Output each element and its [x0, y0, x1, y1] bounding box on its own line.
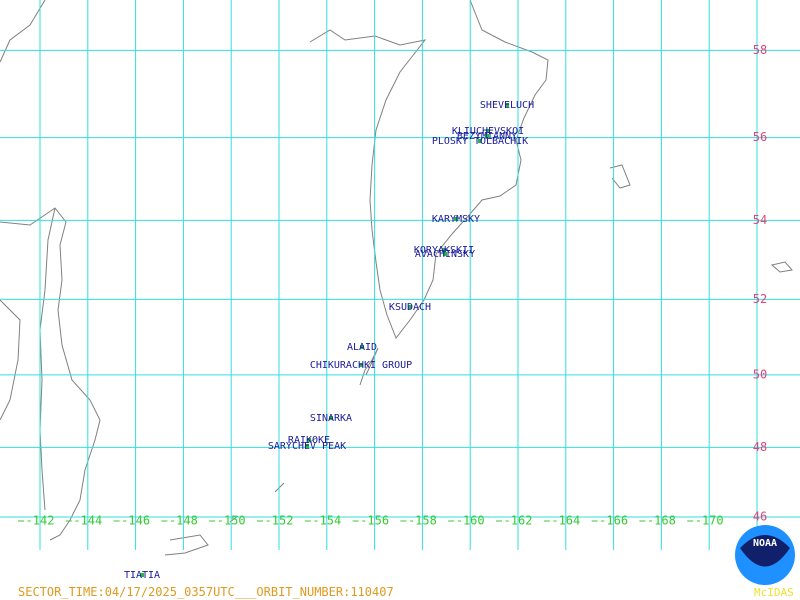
lon-label: -160 — [456, 514, 485, 528]
lon-label: -154 — [312, 514, 341, 528]
volcano-name: PLOSKY TOLBACHIK — [432, 136, 528, 147]
lon-label: -170 — [695, 514, 724, 528]
labels: -142 -144 -146 -148 -150 -152 -154 -156 -158 -160… — [18, 43, 767, 581]
volcano-name: KLIUCHEVSKOI — [452, 126, 524, 137]
footer: SECTOR_TIME:04/17/2025_0357UTC___ORBIT_N… — [18, 585, 394, 599]
lon-label: -150 — [217, 514, 246, 528]
sakhalin-coast — [0, 207, 101, 541]
volcano-marker — [360, 345, 364, 349]
lon-label: -144 — [73, 514, 102, 528]
volcano-marker — [408, 305, 412, 309]
lat-label: 48 — [753, 440, 767, 454]
lat-label: 46 — [753, 510, 767, 524]
lon-label: -152 — [265, 514, 294, 528]
hokkaido-coast — [0, 299, 209, 556]
volcano-marker — [486, 129, 490, 133]
volcano-marker — [454, 217, 458, 221]
lat-label: 52 — [753, 292, 767, 306]
lat-label: 58 — [753, 43, 767, 57]
logo-bird — [740, 535, 790, 567]
volcano-marker — [329, 416, 333, 420]
volcano-name: ALAID — [347, 342, 377, 353]
volcano-name: KARYMSKY — [432, 214, 480, 225]
volcano-marker — [443, 252, 447, 256]
lon-label: -142 — [26, 514, 55, 528]
lat-label: 56 — [753, 130, 767, 144]
lon-label: -164 — [551, 514, 580, 528]
volcano-name: KORYAKSKII — [414, 245, 474, 256]
volcano-name: AVACHINSKY — [415, 249, 475, 260]
coastlines — [0, 0, 793, 556]
volcano-marker — [359, 363, 363, 367]
volcano-marker — [505, 103, 509, 107]
volcano-name: KSUDACH — [389, 302, 431, 313]
volcano-name: CHIKURACHKI GROUP — [310, 360, 412, 371]
okhotsk-coast — [0, 0, 46, 63]
volcano-marker — [442, 248, 446, 252]
noaa-logo: NOAA — [735, 525, 795, 585]
volcano-name: SINARKA — [310, 413, 352, 424]
lon-label: -166 — [599, 514, 628, 528]
lat-label: 54 — [753, 213, 767, 227]
lon-label: -162 — [504, 514, 533, 528]
volcano-marker — [305, 444, 309, 448]
volcano-name: SHEVELUCH — [480, 100, 534, 111]
kamchatka-coast — [309, 0, 549, 340]
logo-text: NOAA — [753, 538, 777, 549]
lon-label: -168 — [647, 514, 676, 528]
product-name: McIDAS — [754, 586, 794, 599]
lon-label: -156 — [360, 514, 389, 528]
volcano-marker — [140, 573, 144, 577]
volcano-name: SARYCHEV PEAK — [268, 441, 346, 452]
lon-label: -146 — [121, 514, 150, 528]
lon-label: -148 — [169, 514, 198, 528]
volcano-name: TIATIA — [124, 570, 160, 581]
lat-label: 50 — [753, 367, 767, 381]
volcano-name: BEZYMIANNY — [457, 131, 517, 142]
lon-label: -158 — [408, 514, 437, 528]
graticule — [0, 0, 800, 550]
kuril-islands — [229, 164, 793, 523]
volcano-name: RAIKOKE — [288, 435, 330, 446]
volcano-marker — [485, 134, 489, 138]
volcano-marker — [307, 438, 311, 442]
volcano-marker — [478, 139, 482, 143]
